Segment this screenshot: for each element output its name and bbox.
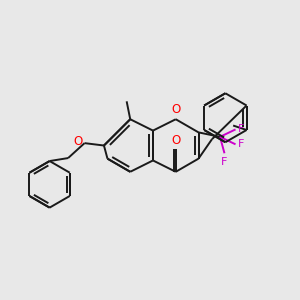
Text: O: O [171,134,180,147]
Text: O: O [73,135,82,148]
Text: O: O [172,103,181,116]
Text: F: F [238,139,244,149]
Text: F: F [221,157,228,167]
Text: F: F [238,124,244,134]
